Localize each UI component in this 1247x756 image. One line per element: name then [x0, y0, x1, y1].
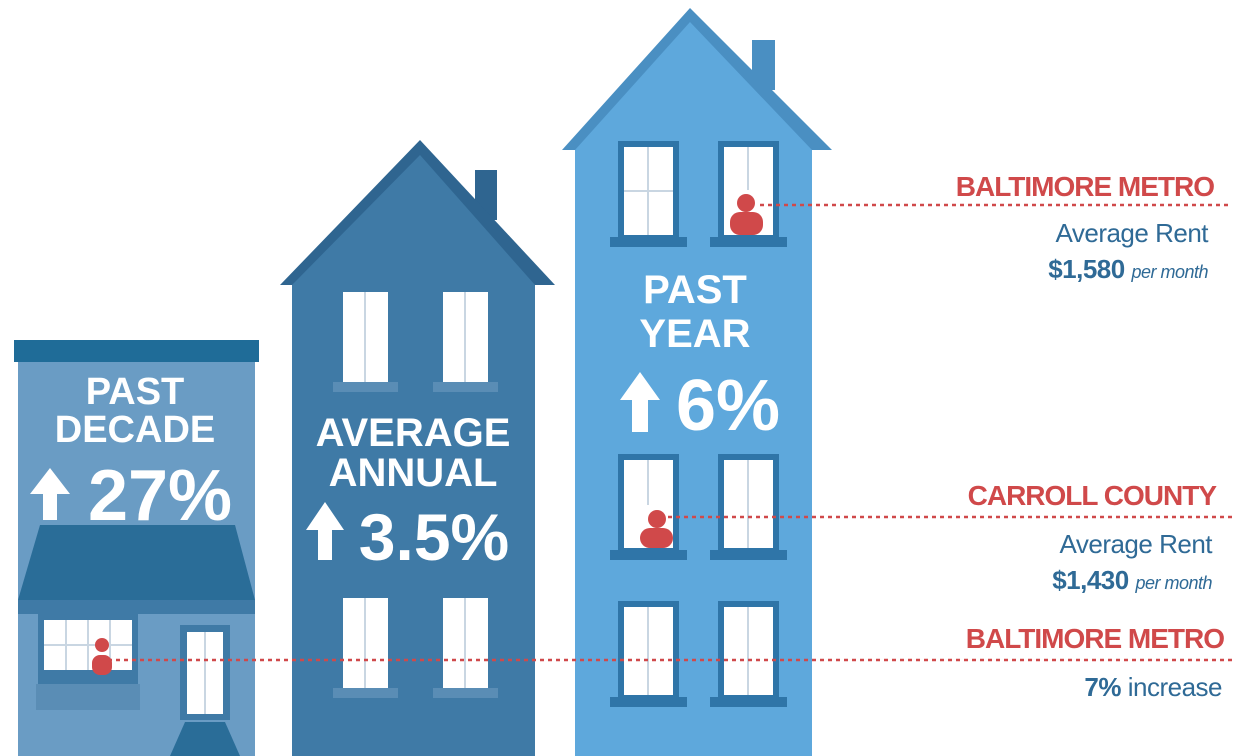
building-roof — [14, 340, 259, 362]
amount: 7% — [1084, 672, 1121, 702]
building-annual: AVERAGE ANNUAL 3.5% — [280, 140, 555, 756]
building-label: PAST — [643, 268, 747, 312]
awning-edge — [18, 600, 255, 614]
window-sill — [433, 688, 498, 698]
unit: per month — [1134, 573, 1212, 593]
label: increase — [1128, 672, 1222, 702]
window-sill — [433, 382, 498, 392]
person-icon — [95, 638, 109, 652]
amount: $1,580 — [1048, 254, 1125, 284]
building-label: YEAR — [639, 312, 750, 356]
building-gable — [292, 155, 535, 285]
callout-region: CARROLL COUNTY — [968, 480, 1218, 511]
callout-amount: $1,580 per month — [1048, 254, 1208, 284]
window-sill — [333, 382, 398, 392]
building-label: DECADE — [55, 409, 215, 451]
up-arrow — [30, 468, 70, 520]
person-icon — [648, 510, 666, 528]
building-value: 6% — [676, 366, 780, 446]
person-icon — [730, 212, 763, 235]
building-label: ANNUAL — [329, 451, 498, 495]
building-year: PAST YEAR 6% — [562, 8, 832, 756]
building-label: PAST — [86, 371, 185, 413]
window-sill — [610, 550, 687, 560]
up-arrow — [306, 502, 344, 560]
window-sill — [333, 688, 398, 698]
steps — [170, 722, 240, 756]
building-label: AVERAGE — [316, 411, 511, 455]
person-icon — [737, 194, 755, 212]
person-icon — [640, 528, 673, 548]
awning — [18, 525, 255, 600]
unit: per month — [1130, 262, 1208, 282]
callout-amount: $1,430 per month — [1052, 565, 1212, 595]
up-arrow — [620, 372, 660, 432]
building-value: 27% — [88, 456, 232, 536]
callout-change: 7% increase — [1084, 672, 1222, 702]
building-decade: PAST DECADE 27% — [14, 340, 259, 756]
callout-region: BALTIMORE METRO — [966, 623, 1224, 654]
window-sill — [610, 697, 687, 707]
building-value: 3.5% — [359, 500, 509, 574]
callout-label: Average Rent — [1059, 529, 1213, 559]
planter — [36, 684, 140, 710]
window-sill — [710, 697, 787, 707]
building-gable — [575, 22, 812, 150]
callout-region: BALTIMORE METRO — [956, 171, 1214, 202]
window-sill — [610, 237, 687, 247]
window-sill — [710, 550, 787, 560]
window-sill — [710, 237, 787, 247]
callout-label: Average Rent — [1055, 218, 1209, 248]
amount: $1,430 — [1052, 565, 1129, 595]
person-icon — [92, 655, 112, 675]
